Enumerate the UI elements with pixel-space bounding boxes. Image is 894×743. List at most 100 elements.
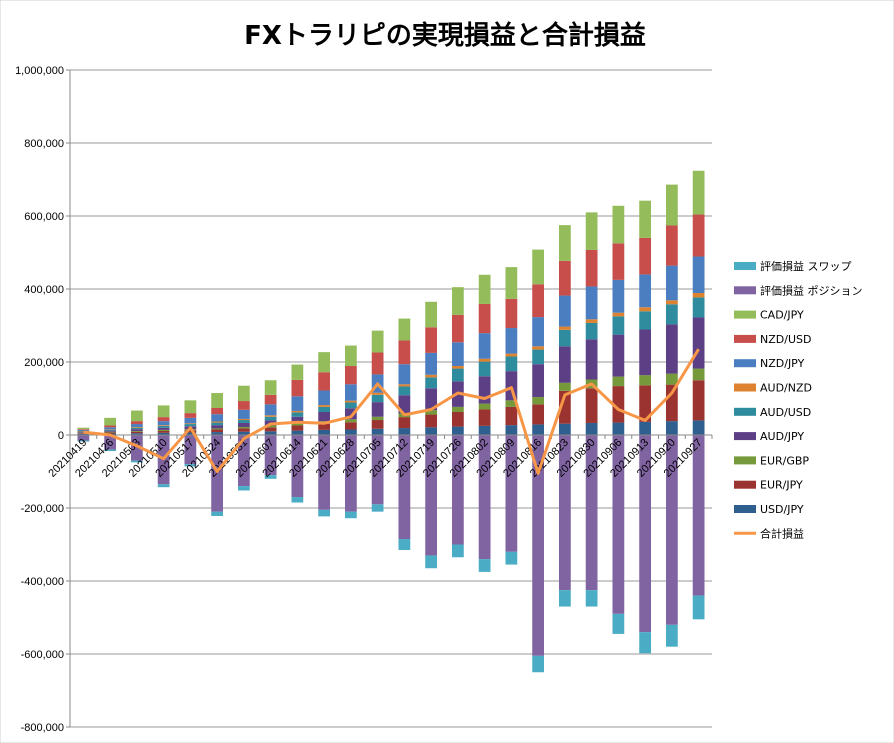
bar-segment xyxy=(639,632,652,654)
bar-segment xyxy=(692,595,705,620)
bar-segment xyxy=(264,404,277,416)
bar-segment xyxy=(104,417,117,426)
bar-segment xyxy=(612,386,625,423)
bar-segment xyxy=(398,435,411,540)
bar-segment xyxy=(451,366,464,369)
bar-segment xyxy=(451,314,464,343)
bar-segment xyxy=(451,342,464,367)
bar-segment xyxy=(692,297,705,318)
bar-segment xyxy=(478,403,491,410)
bar-segment xyxy=(157,425,170,428)
bar-segment xyxy=(425,427,438,435)
bar-segment xyxy=(211,422,224,426)
bar-segment xyxy=(505,371,518,401)
bar-segment xyxy=(344,435,357,512)
bar-segment xyxy=(639,237,652,275)
bar-segment xyxy=(558,590,571,607)
bar-segment xyxy=(398,318,411,341)
bar-segment xyxy=(211,414,224,422)
bar-segment xyxy=(371,352,384,375)
bar-segment xyxy=(425,377,438,389)
bar-segment xyxy=(398,428,411,435)
bar-segment xyxy=(371,428,384,435)
y-tick-label: 0 xyxy=(58,430,64,442)
bar-segment xyxy=(558,326,571,330)
bar-segment xyxy=(237,401,250,410)
bar-segment xyxy=(130,410,143,422)
bar-segment xyxy=(344,384,357,401)
total-line xyxy=(83,348,700,475)
bar-segment xyxy=(612,376,625,387)
bar-segment xyxy=(532,364,545,398)
bar-segment xyxy=(478,274,491,304)
bar-segment xyxy=(104,435,117,450)
bar-segment xyxy=(157,425,170,426)
bar-segment xyxy=(371,394,384,403)
y-axis-tick-labels: 1,000,000 800,000 600,000 400,000 200,000 0 -2… xyxy=(15,65,64,734)
bar-segment xyxy=(291,497,304,503)
bar-segment xyxy=(237,422,250,427)
bar-segment xyxy=(639,375,652,386)
bar-segment xyxy=(665,624,678,647)
bar-segment xyxy=(291,396,304,411)
bar-segment xyxy=(585,422,598,435)
bar-segment xyxy=(612,205,625,244)
legend-label: 評価損益 スワップ xyxy=(760,259,852,273)
bar-segment xyxy=(532,397,545,405)
bar-segment xyxy=(558,295,571,327)
y-tick-label: -200,000 xyxy=(21,503,64,515)
legend-swatch xyxy=(734,310,756,319)
bar-segment xyxy=(130,429,143,431)
bar-segment xyxy=(425,388,438,411)
bar-segment xyxy=(478,435,491,560)
bar-segment xyxy=(451,406,464,413)
bar-segment xyxy=(398,386,411,396)
legend-swatch xyxy=(734,334,756,343)
bar-segment xyxy=(104,430,117,432)
bar-segment xyxy=(318,372,331,391)
bar-segment xyxy=(451,287,464,315)
bar-segment xyxy=(237,385,250,402)
bar-segment xyxy=(211,435,224,512)
bar-segment xyxy=(532,249,545,285)
bar-segment xyxy=(318,429,331,435)
legend-label: NZD/JPY xyxy=(760,357,805,370)
bar-segment xyxy=(344,366,357,385)
bar-segment xyxy=(264,475,277,479)
bar-segment xyxy=(344,511,357,519)
bar-segment xyxy=(371,402,384,417)
bar-segment xyxy=(264,415,277,417)
bar-segment xyxy=(665,384,678,422)
bar-segment xyxy=(665,373,678,385)
bar-segment xyxy=(264,380,277,395)
bar-segment xyxy=(451,368,464,382)
bar-segment xyxy=(104,449,117,452)
bar-segment xyxy=(184,424,197,427)
bar-segment xyxy=(237,435,250,487)
y-tick-label: 200,000 xyxy=(24,357,64,369)
bar-segment xyxy=(505,406,518,426)
bar-segment xyxy=(585,590,598,607)
bar-segment xyxy=(184,413,197,418)
bar-segment xyxy=(211,425,224,429)
bar-segment xyxy=(398,364,411,385)
bar-segment xyxy=(505,435,518,552)
legend-swatch xyxy=(734,505,756,513)
bar-segment xyxy=(371,420,384,429)
bar-segment xyxy=(478,425,491,435)
bar-segment xyxy=(692,435,705,596)
bar-segment xyxy=(585,286,598,320)
bar-segment xyxy=(692,368,705,381)
legend-label: AUD/USD xyxy=(760,406,811,419)
bar-segment xyxy=(130,431,143,434)
y-tick-label: 600,000 xyxy=(24,211,64,223)
bar-segment xyxy=(585,322,598,340)
bar-segment xyxy=(291,410,304,413)
bar-segment xyxy=(532,317,545,347)
bar-segment xyxy=(237,428,250,432)
bar-segment xyxy=(130,426,143,428)
bar-segment xyxy=(211,393,224,408)
y-tick-label: -800,000 xyxy=(21,722,64,734)
bar-segment xyxy=(157,432,170,435)
bar-segment xyxy=(558,382,571,391)
